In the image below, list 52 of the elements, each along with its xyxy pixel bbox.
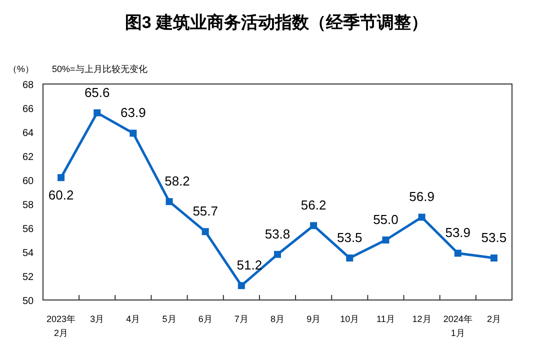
x-tick-label: 6月 bbox=[198, 314, 212, 324]
x-tick-label: 8月 bbox=[270, 314, 285, 324]
text: 65.6 bbox=[84, 84, 110, 100]
text: 55.0 bbox=[373, 212, 398, 227]
text: 51.2 bbox=[236, 258, 262, 273]
point bbox=[382, 236, 390, 244]
y-tick-label: 52 bbox=[22, 272, 34, 283]
point bbox=[310, 222, 318, 230]
chart-title: 图3 建筑业商务活动指数（经季节调整） bbox=[124, 13, 428, 32]
point bbox=[490, 254, 498, 262]
point bbox=[238, 282, 245, 290]
text: 53.8 bbox=[264, 226, 290, 242]
x-tick-label: 5月 bbox=[162, 314, 176, 324]
y-tick-label: 62 bbox=[22, 152, 34, 163]
x-tick-label: 4月 bbox=[126, 314, 140, 324]
x-tick-label: 10月 bbox=[340, 314, 360, 324]
x-tick-label: 11月 bbox=[376, 314, 395, 324]
text: 56.2 bbox=[300, 198, 326, 213]
text: 53.9 bbox=[445, 225, 471, 240]
y-tick-label: 64 bbox=[22, 128, 34, 139]
x-tick-label: 7月 bbox=[234, 314, 248, 324]
point bbox=[58, 174, 65, 182]
x-tick-label: 2024年 1月 bbox=[443, 314, 472, 338]
text: 50%=与上月比较无变化 bbox=[52, 64, 148, 74]
point bbox=[274, 250, 281, 258]
x-tick-label: 12月 bbox=[412, 314, 432, 324]
text: 53.5 bbox=[481, 230, 507, 245]
point bbox=[130, 130, 137, 137]
y-tick-label: 68 bbox=[22, 80, 34, 91]
point bbox=[418, 214, 426, 221]
y-tick-label: 60 bbox=[22, 176, 34, 187]
y-tick-label: 58 bbox=[22, 200, 34, 211]
x-tick-label: 2月 bbox=[486, 314, 501, 324]
x-tick-label: 2023年 2月 bbox=[46, 314, 76, 338]
point bbox=[94, 109, 101, 116]
point bbox=[346, 254, 354, 262]
x-tick-label: 9月 bbox=[306, 314, 321, 324]
y-tick-label: 54 bbox=[22, 248, 34, 259]
text: 60.2 bbox=[48, 188, 74, 203]
y-axis-title: （%） bbox=[8, 64, 34, 74]
point bbox=[454, 250, 462, 257]
text: 53.5 bbox=[337, 230, 362, 245]
text: 55.7 bbox=[192, 204, 218, 219]
text: 58.2 bbox=[164, 174, 190, 189]
point bbox=[166, 198, 173, 206]
y-tick-label: 50 bbox=[22, 296, 34, 307]
text: 56.9 bbox=[409, 189, 434, 204]
point bbox=[202, 228, 209, 236]
y-tick-label: 56 bbox=[22, 224, 34, 235]
y-tick-label: 66 bbox=[22, 104, 34, 115]
x-tick-label: 3月 bbox=[90, 314, 104, 324]
text: 63.9 bbox=[120, 105, 146, 120]
